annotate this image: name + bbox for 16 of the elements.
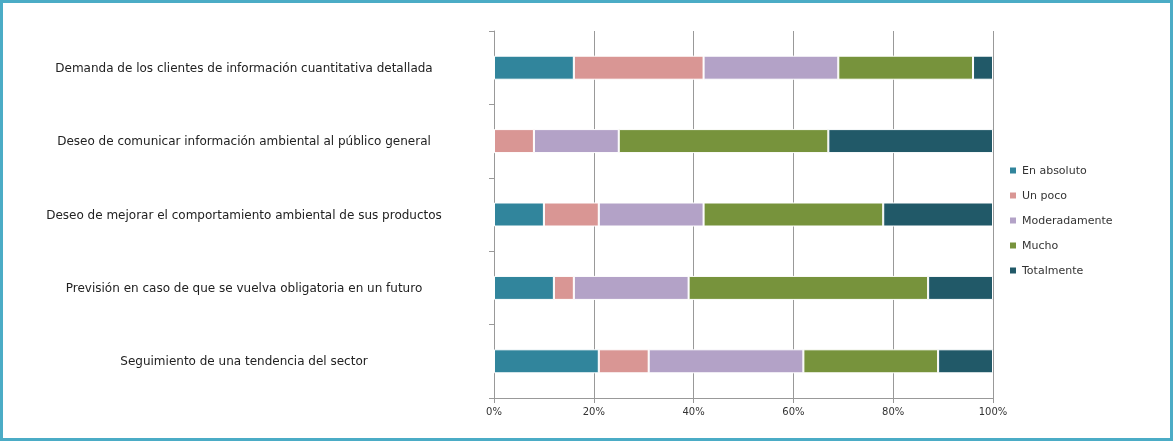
y-tick-label: Deseo de comunicar información ambiental al público general <box>57 134 431 149</box>
y-tick-label: Seguimiento de una tendencia del sector <box>120 354 368 369</box>
x-tick-label: 60% <box>782 405 805 417</box>
x-tick-label: 100% <box>978 405 1008 417</box>
y-tick-label: Previsión en caso de que se vuelva obligatoria en un futuro <box>65 280 423 295</box>
x-tick-label: 40% <box>682 405 705 417</box>
y-tick-label: Demanda de los clientes de información cuantitativa detallada <box>55 60 433 75</box>
legend-label: Un poco <box>1022 189 1068 202</box>
x-tick-label: 0% <box>486 405 502 417</box>
legend-label: Totalmente <box>1021 264 1084 277</box>
x-tick-label: 80% <box>882 405 905 417</box>
y-tick-label: Deseo de mejorar el comportamiento ambiental de sus productos <box>46 207 442 222</box>
legend-label: Mucho <box>1022 239 1059 252</box>
legend-label: Moderadamente <box>1022 214 1113 227</box>
legend-label: En absoluto <box>1022 164 1087 177</box>
x-tick-label: 20% <box>582 405 605 417</box>
